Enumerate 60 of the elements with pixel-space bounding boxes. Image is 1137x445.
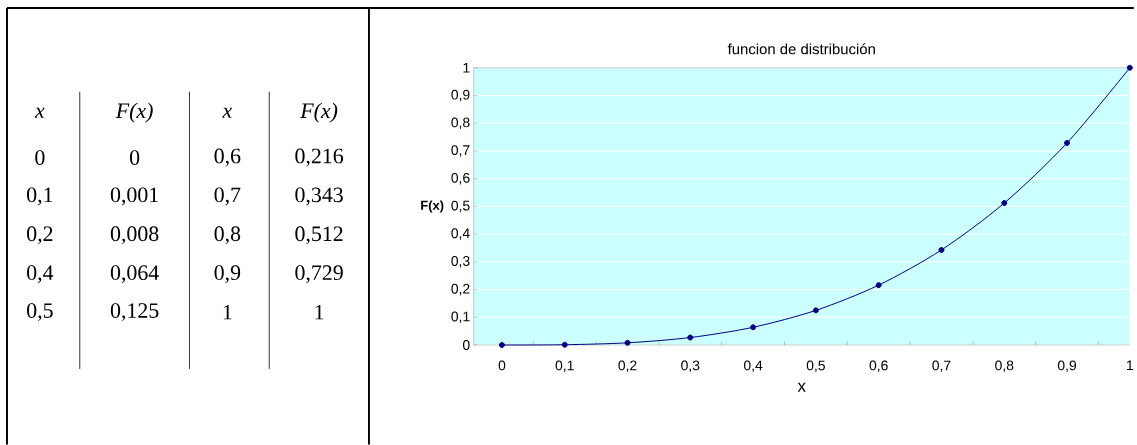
x-tick-label: 1 — [1127, 360, 1134, 371]
x-axis-title: x — [797, 382, 806, 392]
y-tick-label: 0,8 — [451, 117, 470, 130]
text: 0,125 — [110, 303, 159, 322]
x-tick-label: 0,2 — [618, 360, 637, 373]
chart-title: funcion de distribución — [727, 43, 875, 55]
y-tick-label: 1 — [463, 63, 470, 73]
text: 0,8 — [214, 226, 241, 245]
text: x — [222, 107, 233, 118]
y-tick-label: 0,4 — [451, 228, 470, 240]
text: 0,001 — [110, 187, 158, 206]
text: 1 — [223, 305, 232, 320]
point — [498, 342, 505, 349]
x-tick-label: 0,5 — [806, 360, 825, 373]
text: 0,4 — [27, 265, 54, 284]
point — [1126, 64, 1133, 71]
text: 0,6 — [214, 148, 241, 167]
x-tick-label: 0,1 — [555, 360, 574, 373]
text: 0,216 — [295, 148, 344, 167]
point — [687, 334, 694, 341]
point — [938, 247, 945, 254]
x-tick-label: 0 — [498, 360, 506, 371]
x-tick-label: 0,4 — [743, 360, 763, 373]
y-tick-label: 0,1 — [451, 311, 470, 324]
x-tick-label: 0,3 — [681, 360, 700, 373]
x-tick-label: 0,9 — [1057, 360, 1077, 373]
y-tick-label: 0,6 — [451, 173, 470, 185]
x-tick-label: 0,6 — [869, 360, 888, 373]
y-tick-label: 0,2 — [451, 283, 470, 296]
text: 0,729 — [295, 265, 343, 284]
point — [624, 339, 631, 346]
text: 0,512 — [295, 226, 343, 245]
point — [1064, 140, 1071, 147]
point — [750, 324, 757, 331]
point — [1001, 200, 1008, 207]
text: 0 — [35, 150, 45, 166]
point — [561, 341, 568, 348]
text: F(x) — [300, 102, 338, 123]
text: 0,008 — [110, 226, 159, 245]
y-tick-label: 0,5 — [451, 200, 470, 213]
point — [875, 282, 882, 289]
text: 0,7 — [214, 187, 241, 206]
text: 0,2 — [27, 226, 53, 245]
point — [812, 307, 819, 314]
text: 0 — [129, 150, 140, 166]
text: 1 — [315, 305, 324, 320]
text: 0,9 — [214, 265, 241, 284]
y-tick-label: 0,7 — [451, 145, 470, 157]
y-tick-label: 0,9 — [451, 89, 470, 102]
text: 0,1 — [27, 187, 53, 206]
x-tick-label: 0,7 — [932, 360, 951, 373]
x-tick-label: 0,8 — [995, 360, 1014, 373]
text: 0,343 — [295, 187, 343, 206]
text: F(x) — [115, 102, 153, 123]
text: 0,064 — [110, 265, 159, 284]
text: 0,5 — [27, 303, 53, 322]
y-axis-title: F(x) — [421, 200, 444, 213]
y-tick-label: 0,3 — [451, 256, 470, 268]
y-tick-label: 0 — [462, 340, 470, 351]
text: x — [34, 107, 45, 118]
